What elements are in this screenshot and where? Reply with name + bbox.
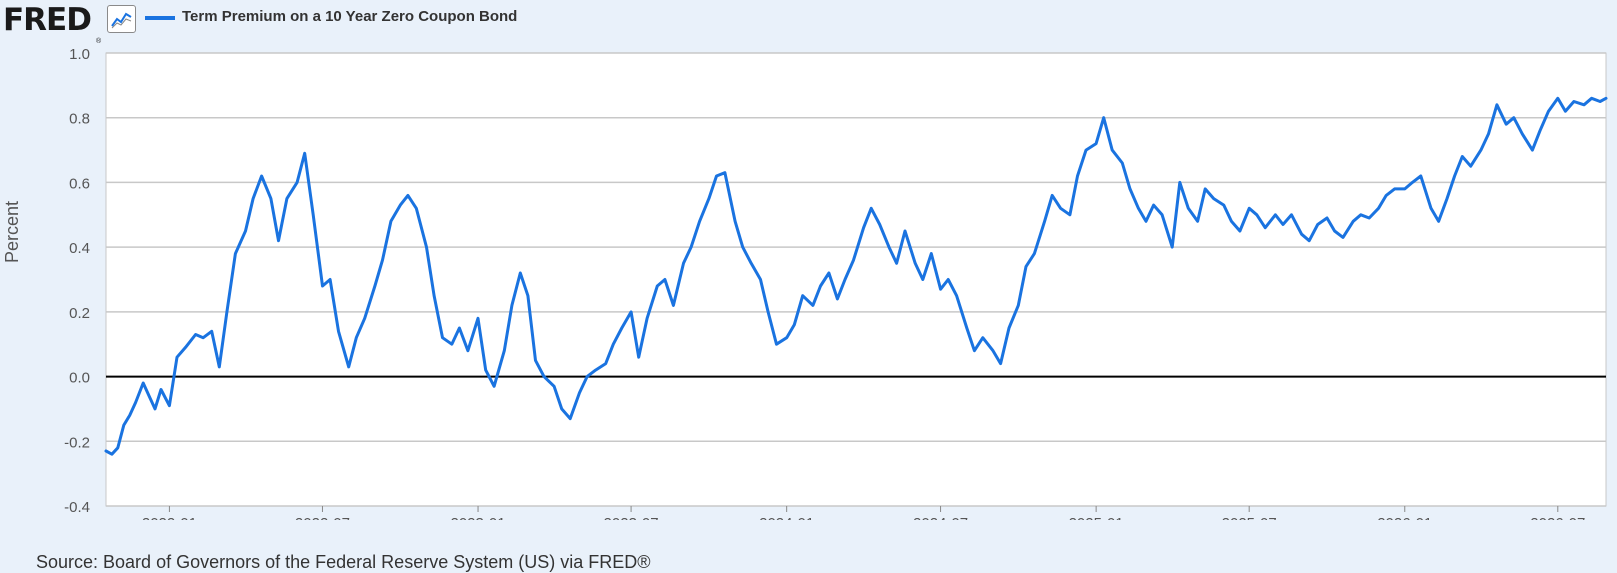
line-chart: -0.4 -0.2 0.0 0.2 0.4 0.6 0.8 1.0 2022-01 2022-07… bbox=[64, 46, 1608, 520]
x-tick-label: 2022-07 bbox=[295, 515, 350, 520]
legend-series-label[interactable]: Term Premium on a 10 Year Zero Coupon Bo… bbox=[182, 8, 518, 25]
plot-area bbox=[105, 52, 1607, 507]
y-tick-label: -0.2 bbox=[64, 434, 90, 451]
y-tick-label: 0.4 bbox=[69, 240, 90, 257]
y-tick-label: -0.4 bbox=[64, 499, 90, 516]
y-tick-label: 0.8 bbox=[69, 111, 90, 128]
x-tick-label: 2023-01 bbox=[451, 515, 506, 520]
x-tick-label: 2024-07 bbox=[913, 515, 968, 520]
y-tick-label: 0.2 bbox=[69, 305, 90, 322]
y-tick-label: 1.0 bbox=[69, 46, 90, 63]
x-tick-label: 2024-01 bbox=[759, 515, 814, 520]
fred-logo[interactable]: FRED bbox=[3, 2, 92, 38]
x-tick-label: 2025-01 bbox=[1069, 515, 1124, 520]
x-tick-label: 2023-07 bbox=[604, 515, 659, 520]
registered-mark: ® bbox=[96, 38, 102, 45]
legend-swatch bbox=[145, 16, 175, 20]
source-note: Source: Board of Governors of the Federa… bbox=[36, 552, 651, 572]
x-tick-label: 2022-01 bbox=[142, 515, 197, 520]
chart-header: FRED ® Term Premium on a 10 Year Zero Co… bbox=[0, 0, 1617, 45]
series-line bbox=[104, 96, 1608, 456]
x-tick-label: 2026-01 bbox=[1377, 515, 1432, 520]
x-tick-label: 2026-07 bbox=[1530, 515, 1585, 520]
y-tick-label: 0.6 bbox=[69, 175, 90, 192]
line-chart-icon[interactable] bbox=[107, 5, 136, 33]
y-tick-label: 0.0 bbox=[69, 370, 90, 387]
x-tick-label: 2025-07 bbox=[1222, 515, 1277, 520]
